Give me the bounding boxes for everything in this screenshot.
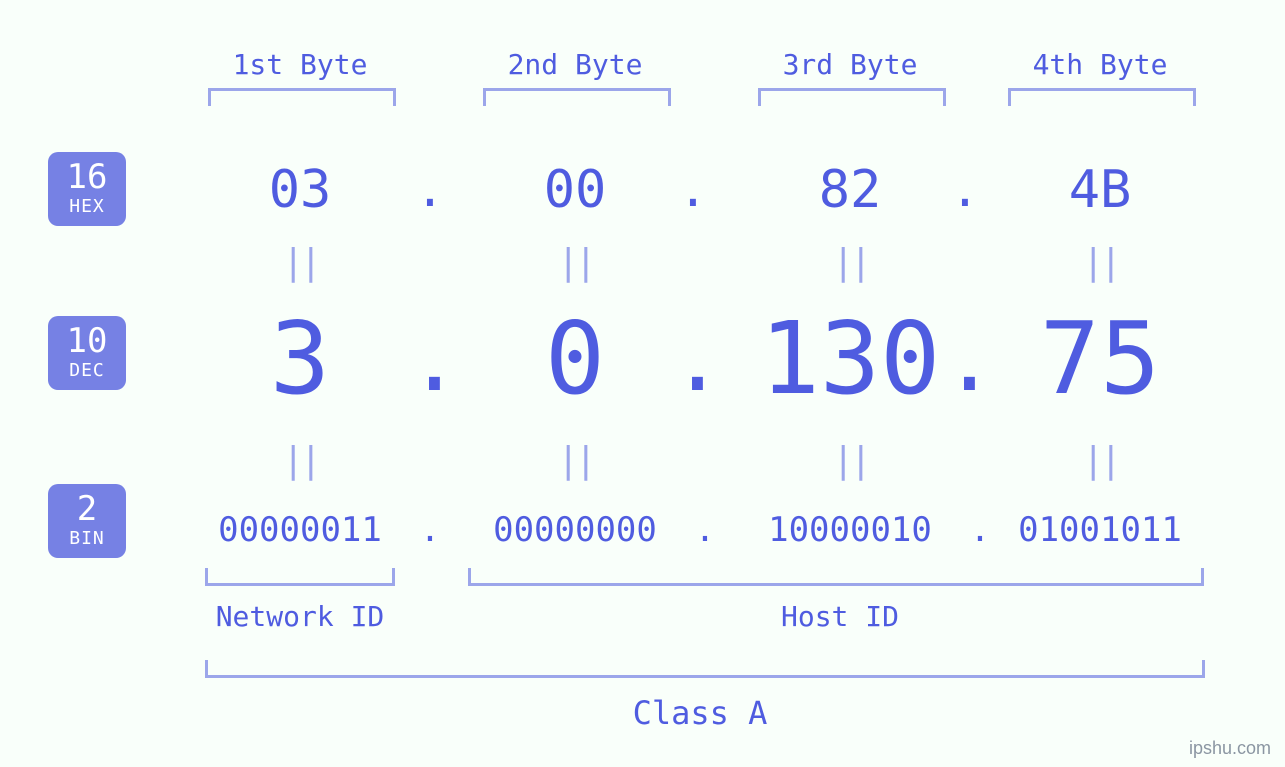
class-label: Class A [600,694,800,732]
bin-dot-3: . [968,510,992,550]
eq-dec-bin-3: || [830,440,870,481]
dec-dot-2: . [671,308,715,411]
byte-header-2: 2nd Byte [470,48,680,81]
network-bracket [205,568,395,586]
byte-bracket-3 [758,88,946,106]
bin-dot-2: . [693,510,717,550]
bin-byte-3: 10000010 [745,510,955,550]
eq-dec-bin-2: || [555,440,595,481]
hex-byte-1: 03 [240,160,360,220]
byte-header-3: 3rd Byte [745,48,955,81]
bin-byte-2: 00000000 [470,510,680,550]
badge-bin: 2 BIN [48,484,126,558]
byte-bracket-4 [1008,88,1196,106]
watermark: ipshu.com [1189,738,1271,759]
hex-byte-3: 82 [790,160,910,220]
badge-hex-label: HEX [48,198,126,216]
badge-bin-label: BIN [48,530,126,548]
dec-byte-4: 75 [1000,300,1200,417]
hex-dot-1: . [415,162,445,218]
badge-bin-num: 2 [48,492,126,526]
hex-dot-3: . [950,162,980,218]
dec-byte-2: 0 [485,300,665,417]
eq-hex-dec-4: || [1080,242,1120,283]
dec-dot-1: . [408,308,452,411]
bin-byte-1: 00000011 [195,510,405,550]
badge-dec-label: DEC [48,362,126,380]
hex-byte-2: 00 [515,160,635,220]
dec-dot-3: . [943,308,987,411]
dec-byte-1: 3 [210,300,390,417]
byte-bracket-2 [483,88,671,106]
dec-byte-3: 130 [740,300,960,417]
eq-dec-bin-1: || [280,440,320,481]
byte-header-1: 1st Byte [195,48,405,81]
badge-hex-num: 16 [48,160,126,194]
host-id-label: Host ID [750,600,930,633]
eq-hex-dec-2: || [555,242,595,283]
eq-hex-dec-1: || [280,242,320,283]
badge-dec-num: 10 [48,324,126,358]
badge-dec: 10 DEC [48,316,126,390]
hex-byte-4: 4B [1040,160,1160,220]
badge-hex: 16 HEX [48,152,126,226]
byte-bracket-1 [208,88,396,106]
hex-dot-2: . [678,162,708,218]
byte-header-4: 4th Byte [995,48,1205,81]
eq-dec-bin-4: || [1080,440,1120,481]
class-bracket [205,660,1205,678]
network-id-label: Network ID [210,600,390,633]
bin-dot-1: . [418,510,442,550]
host-bracket [468,568,1204,586]
eq-hex-dec-3: || [830,242,870,283]
ip-diagram: 16 HEX 10 DEC 2 BIN 1st Byte 2nd Byte 3r… [0,0,1285,767]
bin-byte-4: 01001011 [995,510,1205,550]
